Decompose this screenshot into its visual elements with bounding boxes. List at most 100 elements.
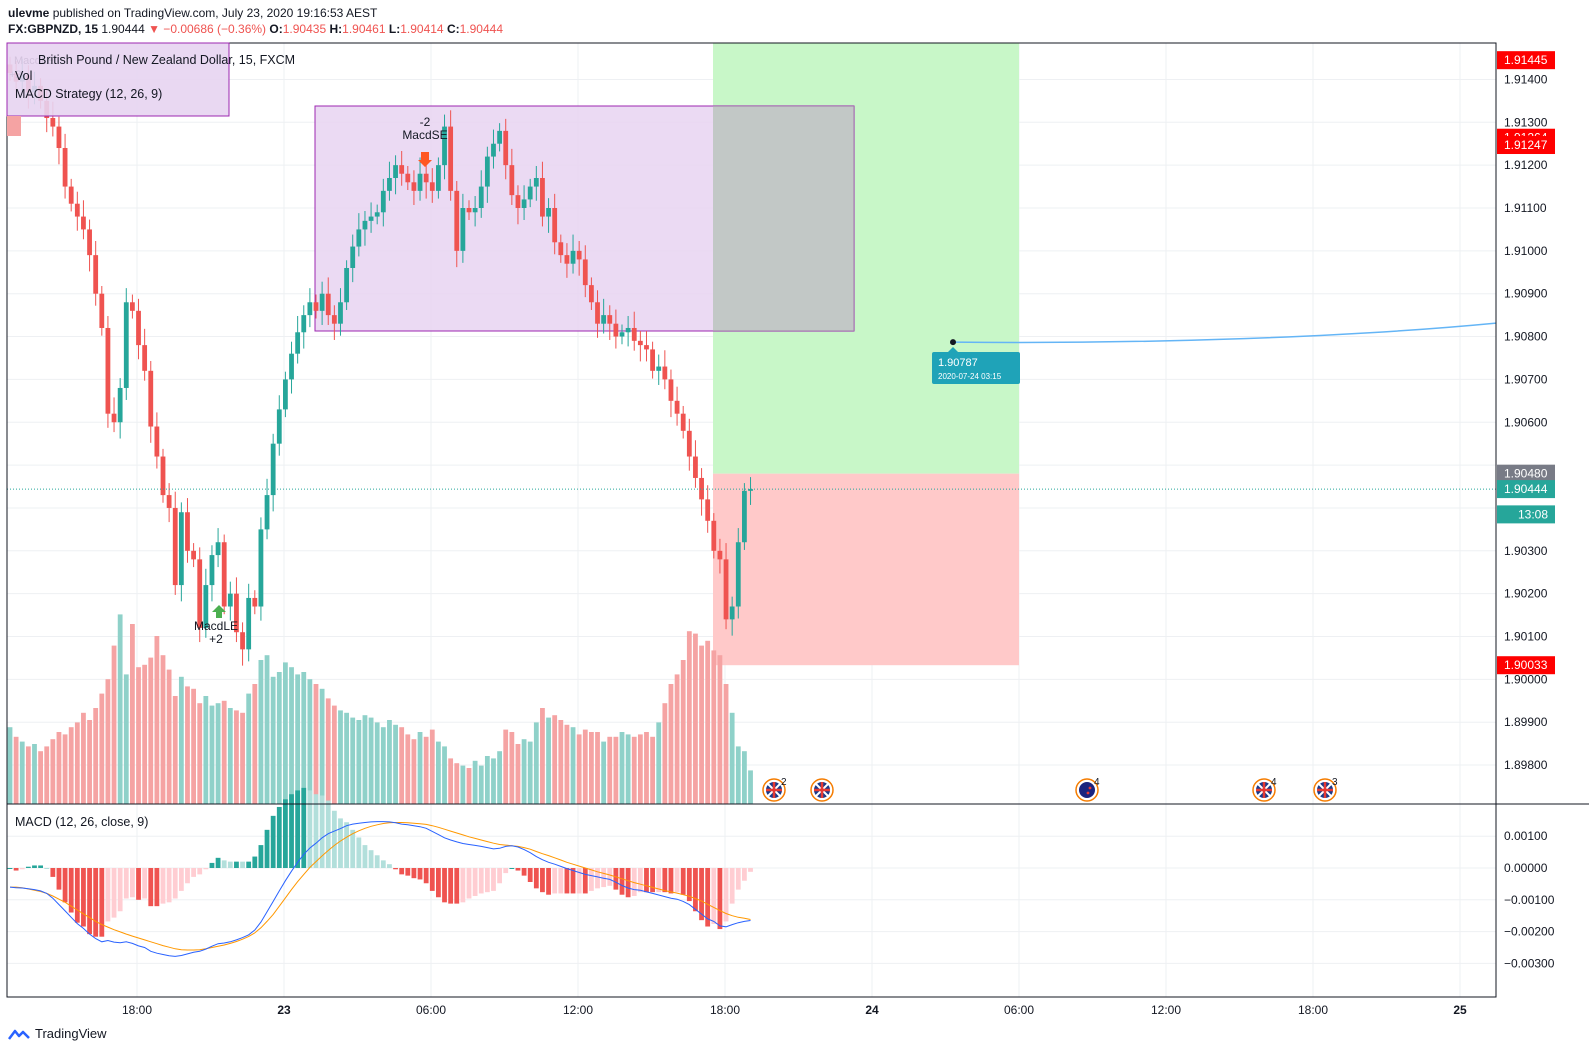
candle-body[interactable] (668, 379, 674, 401)
candle-body[interactable] (650, 349, 655, 371)
candle-body[interactable] (374, 212, 380, 217)
candle-body[interactable] (607, 315, 613, 324)
candle-body[interactable] (368, 216, 374, 221)
candle-body[interactable] (552, 208, 558, 243)
candle-body[interactable] (215, 542, 221, 556)
candle-body[interactable] (154, 426, 160, 457)
nz-flag-icon[interactable] (1075, 778, 1099, 802)
candle-body[interactable] (185, 512, 190, 551)
candle-body[interactable] (240, 632, 245, 650)
candle-body[interactable] (111, 413, 117, 423)
candle-body[interactable] (142, 345, 148, 371)
candle-body[interactable] (203, 585, 209, 628)
candle-body[interactable] (160, 456, 166, 496)
candle-body[interactable] (674, 400, 680, 414)
author-name[interactable]: ulevme (8, 6, 50, 20)
candle-body[interactable] (295, 332, 301, 354)
candle-body[interactable] (484, 156, 490, 187)
candle-body[interactable] (356, 229, 362, 247)
candle-body[interactable] (99, 293, 105, 328)
price-axis[interactable]: 1.91400 1.91300 1.91200 1.91100 1.91000 1.909… (1497, 51, 1555, 970)
candle-body[interactable] (686, 430, 692, 457)
candle-body[interactable] (283, 379, 288, 410)
candle-body[interactable] (637, 340, 643, 346)
candle-body[interactable] (387, 178, 392, 191)
candle-body[interactable] (50, 118, 56, 127)
candle-body[interactable] (448, 126, 454, 191)
candle-body[interactable] (423, 173, 429, 183)
candle-body[interactable] (466, 208, 472, 213)
candle-body[interactable] (454, 190, 460, 251)
candle-body[interactable] (393, 165, 398, 179)
candle-body[interactable] (221, 542, 227, 607)
candle-body[interactable] (742, 490, 747, 543)
candle-body[interactable] (258, 529, 264, 607)
candle-body[interactable] (515, 195, 521, 208)
candle-body[interactable] (442, 126, 447, 166)
candle-body[interactable] (711, 520, 717, 551)
candle-body[interactable] (491, 143, 496, 157)
candle-body[interactable] (680, 413, 686, 431)
candle-body[interactable] (166, 495, 172, 508)
candle-body[interactable] (735, 542, 741, 607)
candle-body[interactable] (87, 229, 92, 256)
candle-body[interactable] (264, 495, 270, 530)
candle-body[interactable] (478, 186, 484, 208)
candle-body[interactable] (338, 302, 343, 324)
candle-body[interactable] (289, 353, 294, 380)
candle-body[interactable] (405, 173, 411, 183)
candle-body[interactable] (540, 178, 545, 217)
candle-body[interactable] (613, 323, 619, 337)
candle-body[interactable] (68, 186, 74, 204)
candle-body[interactable] (319, 293, 325, 311)
candle-body[interactable] (331, 315, 337, 324)
candle-body[interactable] (619, 332, 625, 337)
candle-body[interactable] (699, 477, 704, 500)
candle-body[interactable] (209, 555, 215, 586)
candle-body[interactable] (582, 259, 588, 286)
forecast-point[interactable] (950, 339, 956, 346)
candle-body[interactable] (576, 250, 582, 260)
candle-body[interactable] (344, 267, 349, 303)
uk-flag-icon[interactable] (810, 778, 834, 802)
candle-body[interactable] (546, 208, 551, 217)
candle-body[interactable] (527, 186, 533, 200)
candle-body[interactable] (246, 597, 252, 650)
position-loss-zone[interactable] (713, 473, 1019, 666)
candle-body[interactable] (93, 255, 99, 294)
candle-body[interactable] (509, 165, 515, 196)
candle-body[interactable] (380, 190, 386, 213)
candle-body[interactable] (123, 302, 129, 388)
candle-body[interactable] (270, 443, 276, 496)
candle-body[interactable] (662, 366, 668, 380)
candle-body[interactable] (276, 409, 282, 444)
candle-body[interactable] (705, 499, 711, 521)
candle-body[interactable] (595, 302, 600, 324)
candle-body[interactable] (723, 559, 729, 620)
uk-flag-icon[interactable] (762, 778, 786, 802)
candle-body[interactable] (497, 130, 502, 144)
candle-body[interactable] (399, 165, 405, 174)
candle-body[interactable] (81, 216, 86, 230)
candle-body[interactable] (533, 178, 539, 187)
candle-body[interactable] (178, 512, 184, 586)
candle-body[interactable] (411, 182, 417, 191)
candle-body[interactable] (558, 242, 564, 256)
candle-body[interactable] (436, 165, 441, 191)
candle-body[interactable] (227, 593, 233, 607)
candle-body[interactable] (748, 489, 753, 491)
candle-body[interactable] (301, 315, 307, 333)
candle-body[interactable] (350, 246, 356, 268)
candle-body[interactable] (325, 293, 331, 316)
uk-flag-icon[interactable] (1313, 778, 1337, 802)
candle-body[interactable] (313, 302, 319, 311)
candle-body[interactable] (197, 559, 203, 628)
forecast[interactable]: 1.90787 2020-07-24 03:15 (932, 322, 1497, 384)
economic-events[interactable]: 2 4 4 3 (762, 777, 1338, 802)
candle-body[interactable] (56, 126, 62, 149)
candle-body[interactable] (307, 302, 313, 316)
candle-body[interactable] (460, 208, 466, 251)
candle-body[interactable] (117, 387, 123, 423)
candle-body[interactable] (570, 250, 576, 264)
